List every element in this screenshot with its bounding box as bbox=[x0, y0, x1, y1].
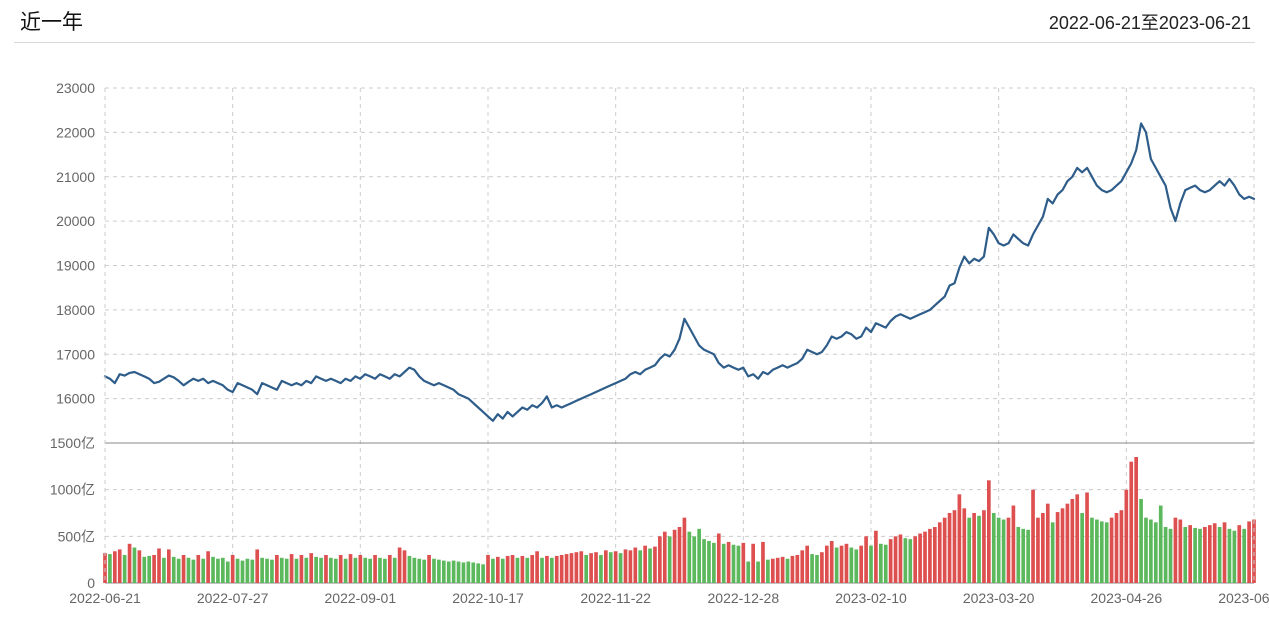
svg-text:16000: 16000 bbox=[56, 391, 95, 407]
svg-text:500亿: 500亿 bbox=[58, 528, 95, 544]
svg-text:1500亿: 1500亿 bbox=[50, 435, 95, 451]
svg-text:1000亿: 1000亿 bbox=[50, 482, 95, 498]
svg-text:21000: 21000 bbox=[56, 169, 95, 185]
svg-text:2022-12-28: 2022-12-28 bbox=[708, 590, 780, 606]
svg-text:17000: 17000 bbox=[56, 346, 95, 362]
svg-text:2022-10-17: 2022-10-17 bbox=[452, 590, 524, 606]
svg-text:2023-04-26: 2023-04-26 bbox=[1091, 590, 1163, 606]
svg-text:2023-02-10: 2023-02-10 bbox=[835, 590, 907, 606]
svg-text:19000: 19000 bbox=[56, 258, 95, 274]
svg-text:22000: 22000 bbox=[56, 124, 95, 140]
svg-text:2023-03-20: 2023-03-20 bbox=[963, 590, 1035, 606]
svg-text:23000: 23000 bbox=[56, 80, 95, 96]
svg-text:0: 0 bbox=[87, 575, 95, 591]
svg-text:2022-11-22: 2022-11-22 bbox=[580, 590, 651, 606]
chart-title: 近一年 bbox=[20, 6, 83, 36]
svg-text:20000: 20000 bbox=[56, 213, 95, 229]
svg-text:2022-06-21: 2022-06-21 bbox=[69, 590, 141, 606]
date-range-label: 2022-06-21至2023-06-21 bbox=[1049, 9, 1251, 35]
chart-container: 16000 17000 18000 19000 20000 21000 22000 23000… bbox=[0, 43, 1269, 633]
chart-svg: 16000 17000 18000 19000 20000 21000 22000 23000… bbox=[0, 43, 1269, 633]
svg-text:2022-07-27: 2022-07-27 bbox=[197, 590, 269, 606]
svg-text:18000: 18000 bbox=[56, 302, 95, 318]
svg-text:2022-09-01: 2022-09-01 bbox=[325, 590, 397, 606]
svg-text:2023-06-06: 2023-06-06 bbox=[1218, 590, 1269, 606]
